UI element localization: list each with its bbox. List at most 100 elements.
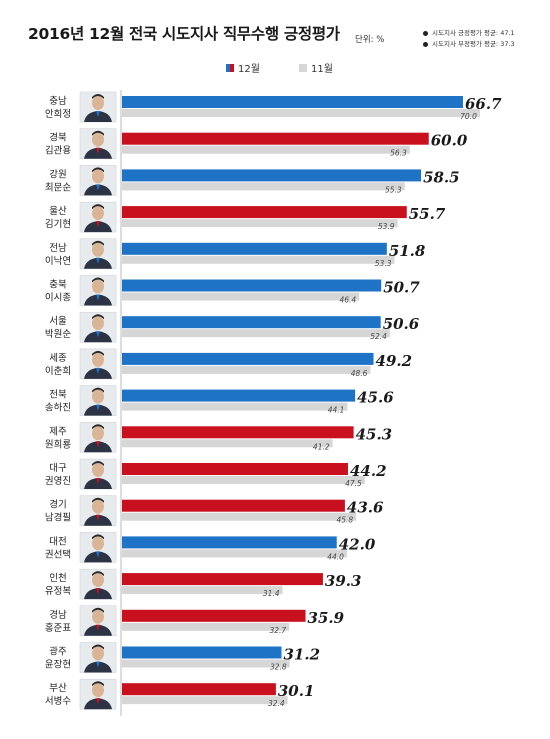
bar-dec <box>122 609 306 622</box>
bar-dec <box>122 169 422 182</box>
value-label-dec: 30.1 <box>278 682 315 700</box>
value-label-dec: 51.8 <box>389 242 426 260</box>
value-label-nov: 47.5 <box>345 479 362 488</box>
region-label: 광주 <box>49 646 67 658</box>
portrait-icon <box>79 605 117 637</box>
portrait-icon <box>79 275 117 306</box>
value-label-dec: 55.7 <box>409 205 446 223</box>
bar-nov <box>122 586 283 595</box>
bar-dec <box>122 132 429 145</box>
bar-dec <box>122 426 354 439</box>
value-label-dec: 43.6 <box>347 499 384 517</box>
governor-name-label: 이시종 <box>45 293 71 304</box>
legend-item-dec: 12월 <box>226 63 260 75</box>
governor-name-label: 윤장현 <box>45 660 71 671</box>
bar-dec <box>122 683 276 696</box>
region-label: 경북 <box>49 132 67 144</box>
value-label-nov: 32.4 <box>268 699 285 708</box>
bar-dec <box>122 206 407 219</box>
region-label: 대전 <box>49 536 66 547</box>
value-label-nov: 44.1 <box>328 406 345 415</box>
chart-title: 2016년 12월 전국 시도지사 직무수행 긍정평가 <box>28 25 340 43</box>
bar-dec <box>122 573 323 586</box>
portrait-icon <box>79 311 117 343</box>
bar-dec <box>122 646 282 659</box>
legend-label: 12월 <box>238 63 260 75</box>
portrait-icon <box>79 495 117 526</box>
portrait-icon <box>79 532 117 563</box>
legend-item-nov: 11월 <box>299 63 333 75</box>
region-label: 강원 <box>49 169 66 180</box>
region-label: 경남 <box>49 609 67 621</box>
negative-average-note: 시도지사 부정평가 평균: 37.3 <box>423 39 515 50</box>
governor-name-label: 유정복 <box>45 586 71 597</box>
bar-nov <box>122 549 347 558</box>
value-label-dec: 31.2 <box>284 646 321 664</box>
value-label-nov: 44.0 <box>327 552 344 561</box>
region-label: 전북 <box>49 390 67 401</box>
value-label-dec: 42.0 <box>339 535 376 553</box>
bar-dec <box>122 536 337 549</box>
governor-name-label: 서병수 <box>45 696 71 707</box>
legend: 12월 11월 <box>226 63 333 75</box>
portrait-icon <box>79 422 117 453</box>
value-label-dec: 50.6 <box>383 315 420 333</box>
region-label: 충북 <box>49 280 67 291</box>
bar-nov <box>122 439 333 448</box>
value-label-nov: 56.3 <box>390 149 407 158</box>
portrait-icon <box>79 458 117 490</box>
value-label-nov: 48.6 <box>351 369 368 378</box>
governor-name-label: 원희룡 <box>45 439 71 450</box>
legend-swatch-blue <box>226 64 230 72</box>
governor-name-label: 홍준표 <box>45 622 71 634</box>
governor-name-label: 김기현 <box>45 218 71 230</box>
region-label: 세종 <box>49 353 67 364</box>
governor-name-label: 안희정 <box>45 109 71 120</box>
region-label: 울산 <box>49 206 67 217</box>
governor-name-label: 박원순 <box>45 329 71 340</box>
legend-swatch-red <box>230 64 234 72</box>
portrait-icon <box>79 91 117 123</box>
value-label-nov: 45.8 <box>336 516 353 525</box>
bar-dec <box>122 242 387 255</box>
bar-nov <box>122 109 480 117</box>
value-label-dec: 58.5 <box>423 168 460 186</box>
bar-nov <box>122 476 365 484</box>
bar-nov <box>122 145 410 154</box>
portrait-icon <box>79 678 117 710</box>
value-label-dec: 60.0 <box>431 132 468 150</box>
value-label-dec: 66.7 <box>465 95 502 113</box>
legend-swatch-gray <box>299 64 307 72</box>
value-label-nov: 32.8 <box>270 663 287 672</box>
bar-dec <box>122 279 382 292</box>
region-label: 서울 <box>49 316 67 327</box>
bar-nov <box>122 292 360 301</box>
governor-name-label: 김관용 <box>45 145 71 157</box>
region-label: 제주 <box>49 426 67 437</box>
value-label-nov: 53.3 <box>375 259 392 268</box>
value-label-nov: 46.4 <box>340 296 357 305</box>
portrait-icon <box>79 642 117 673</box>
governor-name-label: 최문순 <box>45 182 71 193</box>
bar-nov <box>122 219 398 228</box>
value-label-dec: 50.7 <box>383 279 420 297</box>
positive-average-note: 시도지사 긍정평가 평균: 47.1 <box>423 28 515 39</box>
value-label-dec: 35.9 <box>308 609 345 627</box>
governor-name-label: 권선택 <box>45 548 71 560</box>
bar-nov <box>122 365 371 374</box>
region-label: 부산 <box>49 683 67 694</box>
bar-nov <box>122 182 405 191</box>
bar-dec <box>122 463 348 475</box>
portrait-icon <box>79 128 117 159</box>
